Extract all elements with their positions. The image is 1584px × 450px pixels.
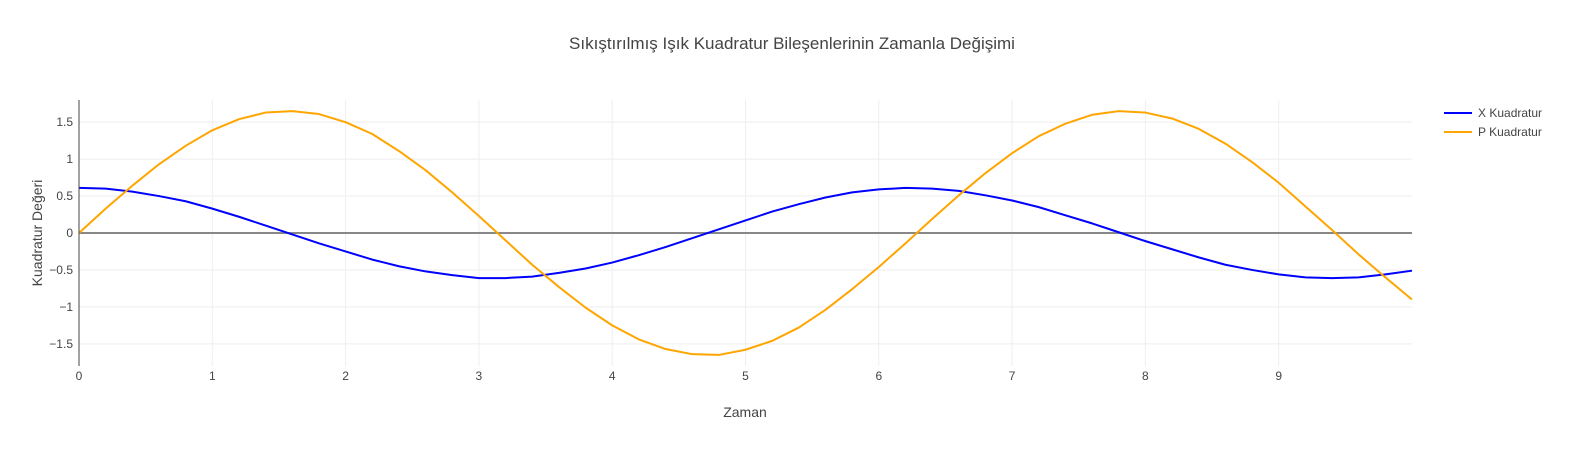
x-tick-label: 7 bbox=[1009, 369, 1016, 383]
series bbox=[78, 110, 1413, 356]
x-tick-label: 5 bbox=[742, 369, 749, 383]
y-tick-label: 0.5 bbox=[56, 189, 73, 203]
series-line bbox=[78, 186, 1413, 280]
y-tick-label: −0.5 bbox=[49, 263, 73, 277]
y-ticks: −1.5 −1 −0.5 0 0.5 1 1.5 bbox=[49, 115, 73, 351]
x-tick-label: 6 bbox=[875, 369, 882, 383]
grid bbox=[79, 100, 1412, 366]
y-axis-title: Kuadratur Değeri bbox=[29, 180, 45, 287]
y-tick-label: −1 bbox=[59, 300, 73, 314]
x-tick-label: 1 bbox=[209, 369, 216, 383]
x-tick-label: 4 bbox=[609, 369, 616, 383]
legend-label: P Kuadratur bbox=[1478, 125, 1542, 139]
x-tick-label: 2 bbox=[342, 369, 349, 383]
x-tick-label: 3 bbox=[476, 369, 483, 383]
legend-item[interactable]: X Kuadratur bbox=[1444, 106, 1542, 120]
chart-title: Sıkıştırılmış Işık Kuadratur Bileşenleri… bbox=[569, 34, 1015, 53]
y-tick-label: 1 bbox=[66, 152, 73, 166]
x-tick-label: 8 bbox=[1142, 369, 1149, 383]
y-tick-label: 0 bbox=[66, 226, 73, 240]
legend[interactable]: X Kuadratur P Kuadratur bbox=[1444, 106, 1542, 139]
legend-item[interactable]: P Kuadratur bbox=[1444, 125, 1542, 139]
x-tick-label: 0 bbox=[76, 369, 83, 383]
x-ticks: 0 1 2 3 4 5 6 7 8 9 bbox=[76, 369, 1283, 383]
x-axis-title: Zaman bbox=[723, 404, 767, 420]
y-tick-label: 1.5 bbox=[56, 115, 73, 129]
legend-label: X Kuadratur bbox=[1478, 106, 1542, 120]
series-line bbox=[78, 110, 1413, 356]
x-tick-label: 9 bbox=[1275, 369, 1282, 383]
y-tick-label: −1.5 bbox=[49, 337, 73, 351]
